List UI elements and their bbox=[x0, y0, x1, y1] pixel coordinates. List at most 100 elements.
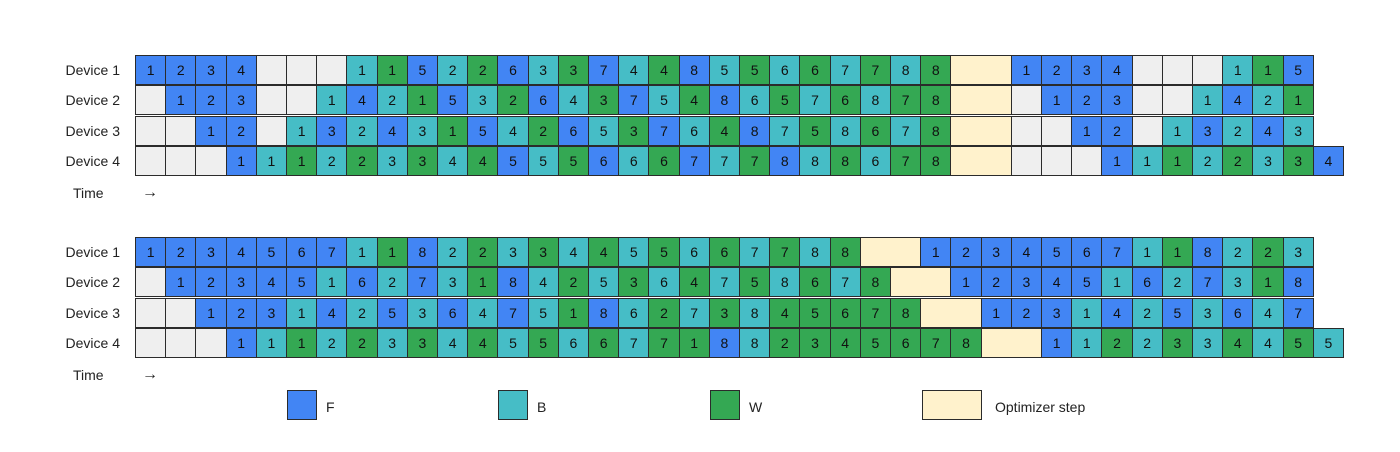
backward-cell: 1 bbox=[1161, 115, 1193, 146]
time-axis-label: Time bbox=[73, 366, 104, 383]
optimizer-step-cell bbox=[950, 115, 1012, 146]
forward-cell: 1 bbox=[135, 55, 167, 85]
empty-cell bbox=[195, 328, 227, 359]
weight-grad-cell: 3 bbox=[527, 237, 559, 267]
weight-grad-cell: 2 bbox=[769, 328, 801, 359]
backward-cell: 3 bbox=[406, 115, 438, 146]
backward-cell: 1 bbox=[1101, 267, 1133, 298]
empty-cell bbox=[165, 297, 197, 328]
forward-cell: 8 bbox=[406, 237, 438, 267]
empty-cell bbox=[255, 55, 287, 85]
backward-cell: 6 bbox=[859, 146, 891, 177]
backward-cell: 2 bbox=[346, 115, 378, 146]
weight-grad-cell: 8 bbox=[829, 237, 861, 267]
backward-cell: 7 bbox=[678, 297, 710, 328]
backward-cell: 6 bbox=[557, 328, 589, 359]
weight-grad-cell: 3 bbox=[406, 146, 438, 177]
forward-cell: 6 bbox=[1131, 267, 1163, 298]
forward-cell: 6 bbox=[588, 146, 620, 177]
backward-cell: 3 bbox=[497, 237, 529, 267]
weight-grad-cell: 4 bbox=[769, 297, 801, 328]
forward-cell: 4 bbox=[1252, 115, 1284, 146]
forward-cell: 5 bbox=[1041, 237, 1073, 267]
forward-cell: 7 bbox=[316, 237, 348, 267]
forward-cell: 4 bbox=[255, 267, 287, 298]
time-arrow-icon: → bbox=[142, 183, 158, 201]
backward-cell: 1 bbox=[1131, 146, 1163, 177]
empty-cell bbox=[1161, 55, 1193, 85]
backward-cell: 5 bbox=[648, 85, 680, 116]
weight-grad-cell: 1 bbox=[376, 55, 408, 85]
backward-cell: 7 bbox=[618, 328, 650, 359]
forward-cell: 5 bbox=[255, 237, 287, 267]
forward-cell: 5 bbox=[406, 55, 438, 85]
backward-cell: 1 bbox=[316, 267, 348, 298]
weight-grad-cell: 8 bbox=[829, 146, 861, 177]
backward-cell: 3 bbox=[467, 85, 499, 116]
backward-cell: 6 bbox=[648, 267, 680, 298]
forward-cell: 2 bbox=[1071, 85, 1103, 116]
weight-grad-cell: 8 bbox=[859, 267, 891, 298]
forward-cell: 1 bbox=[195, 115, 227, 146]
weight-grad-cell: 2 bbox=[1101, 328, 1133, 359]
weight-grad-cell: 5 bbox=[769, 85, 801, 116]
backward-cell: 4 bbox=[557, 85, 589, 116]
weight-grad-cell: 7 bbox=[859, 297, 891, 328]
empty-cell bbox=[135, 267, 167, 298]
backward-cell: 2 bbox=[1222, 237, 1254, 267]
weight-grad-cell: 5 bbox=[859, 328, 891, 359]
forward-cell: 1 bbox=[135, 237, 167, 267]
backward-cell: 8 bbox=[769, 267, 801, 298]
empty-cell bbox=[135, 115, 167, 146]
forward-cell: 6 bbox=[497, 55, 529, 85]
forward-cell: 3 bbox=[195, 55, 227, 85]
backward-cell: 7 bbox=[708, 146, 740, 177]
legend-swatch-f bbox=[287, 390, 317, 420]
forward-cell: 3 bbox=[1041, 297, 1073, 328]
empty-cell bbox=[1010, 115, 1042, 146]
forward-cell: 2 bbox=[165, 237, 197, 267]
weight-grad-cell: 4 bbox=[678, 267, 710, 298]
forward-cell: 1 bbox=[980, 297, 1012, 328]
backward-cell: 4 bbox=[1252, 297, 1284, 328]
forward-cell: 3 bbox=[225, 85, 257, 116]
weight-grad-cell: 3 bbox=[1282, 146, 1314, 177]
backward-cell: 6 bbox=[739, 85, 771, 116]
empty-cell bbox=[1131, 85, 1163, 116]
weight-grad-cell: 7 bbox=[890, 85, 922, 116]
backward-cell: 7 bbox=[708, 267, 740, 298]
backward-cell: 6 bbox=[618, 146, 650, 177]
forward-cell: 8 bbox=[678, 55, 710, 85]
forward-cell: 1 bbox=[1101, 146, 1133, 177]
forward-cell: 3 bbox=[195, 237, 227, 267]
backward-cell: 1 bbox=[1071, 328, 1103, 359]
forward-cell: 2 bbox=[980, 267, 1012, 298]
legend-label: Optimizer step bbox=[995, 399, 1086, 415]
backward-cell: 3 bbox=[1252, 146, 1284, 177]
device-label: Device 1 bbox=[65, 62, 120, 78]
weight-grad-cell: 2 bbox=[467, 55, 499, 85]
backward-cell: 4 bbox=[437, 328, 469, 359]
weight-grad-cell: 8 bbox=[920, 146, 952, 177]
forward-cell: 7 bbox=[588, 55, 620, 85]
empty-cell bbox=[1071, 146, 1103, 177]
forward-cell: 1 bbox=[1041, 328, 1073, 359]
weight-grad-cell: 2 bbox=[1222, 146, 1254, 177]
weight-grad-cell: 4 bbox=[467, 146, 499, 177]
empty-cell bbox=[135, 85, 167, 116]
forward-cell: 6 bbox=[346, 267, 378, 298]
legend-swatch-b bbox=[498, 390, 528, 420]
backward-cell: 4 bbox=[497, 115, 529, 146]
forward-cell: 1 bbox=[1071, 115, 1103, 146]
weight-grad-cell: 5 bbox=[557, 146, 589, 177]
weight-grad-cell: 6 bbox=[890, 328, 922, 359]
forward-cell: 1 bbox=[1041, 85, 1073, 116]
backward-cell: 1 bbox=[1131, 237, 1163, 267]
backward-cell: 8 bbox=[859, 85, 891, 116]
forward-cell: 2 bbox=[1101, 115, 1133, 146]
legend-label: F bbox=[326, 399, 335, 415]
backward-cell: 2 bbox=[1192, 146, 1224, 177]
empty-cell bbox=[135, 146, 167, 177]
backward-cell: 2 bbox=[1131, 328, 1163, 359]
backward-cell: 2 bbox=[437, 237, 469, 267]
